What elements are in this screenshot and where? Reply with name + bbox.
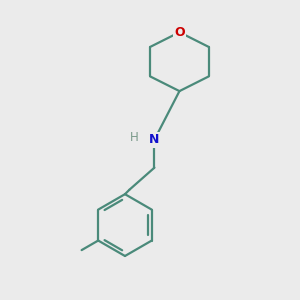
- Text: O: O: [174, 26, 185, 39]
- Text: H: H: [129, 131, 138, 144]
- Text: N: N: [149, 133, 160, 146]
